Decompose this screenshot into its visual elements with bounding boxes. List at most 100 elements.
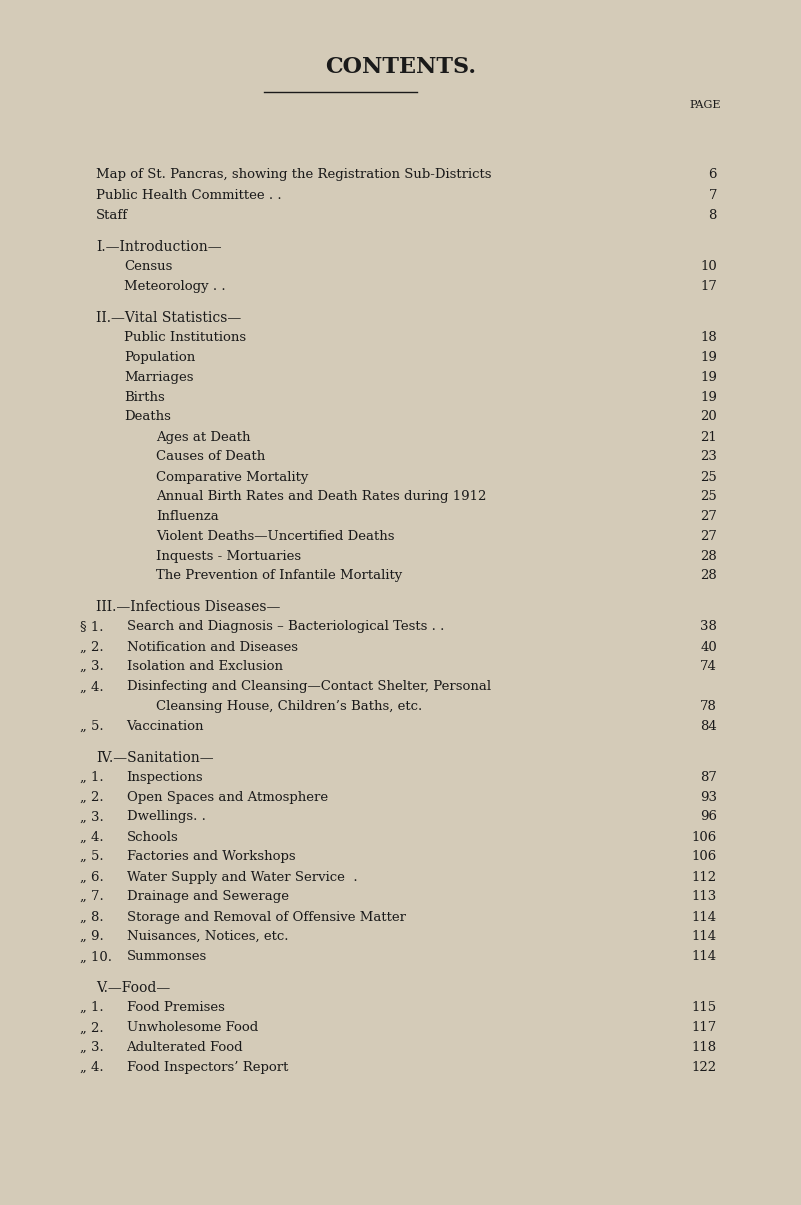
Text: 114: 114 (692, 930, 717, 942)
Text: „ 5.: „ 5. (80, 851, 103, 863)
Text: Public Health Committee . .: Public Health Committee . . (96, 189, 282, 201)
Text: „ 2.: „ 2. (80, 641, 103, 653)
Text: „ 8.: „ 8. (80, 911, 103, 923)
Text: 19: 19 (700, 371, 717, 383)
Text: IV.—Sanitation—: IV.—Sanitation— (96, 751, 214, 765)
Text: 93: 93 (700, 792, 717, 804)
Text: Unwholesome Food: Unwholesome Food (127, 1022, 258, 1034)
Text: Inquests - Mortuaries: Inquests - Mortuaries (156, 551, 301, 563)
Text: CONTENTS.: CONTENTS. (325, 57, 476, 78)
Text: 19: 19 (700, 352, 717, 364)
Text: Factories and Workshops: Factories and Workshops (127, 851, 296, 863)
Text: „ 2.: „ 2. (80, 1022, 103, 1034)
Text: § 1.: § 1. (80, 621, 103, 633)
Text: 106: 106 (691, 831, 717, 844)
Text: 118: 118 (692, 1041, 717, 1053)
Text: II.—Vital Statistics—: II.—Vital Statistics— (96, 311, 241, 325)
Text: Notification and Diseases: Notification and Diseases (127, 641, 297, 653)
Text: 106: 106 (691, 851, 717, 863)
Text: The Prevention of Infantile Mortality: The Prevention of Infantile Mortality (156, 570, 402, 582)
Text: Annual Birth Rates and Death Rates during 1912: Annual Birth Rates and Death Rates durin… (156, 490, 486, 502)
Text: „ 4.: „ 4. (80, 1062, 103, 1074)
Text: Violent Deaths—Uncertified Deaths: Violent Deaths—Uncertified Deaths (156, 530, 395, 542)
Text: Adulterated Food: Adulterated Food (127, 1041, 244, 1053)
Text: Cleansing House, Children’s Baths, etc.: Cleansing House, Children’s Baths, etc. (156, 700, 422, 712)
Text: 6: 6 (708, 169, 717, 181)
Text: „ 5.: „ 5. (80, 721, 103, 733)
Text: 18: 18 (700, 331, 717, 343)
Text: 122: 122 (692, 1062, 717, 1074)
Text: Vaccination: Vaccination (127, 721, 204, 733)
Text: Schools: Schools (127, 831, 179, 844)
Text: Dwellings. .: Dwellings. . (127, 811, 205, 823)
Text: „ 3.: „ 3. (80, 660, 104, 672)
Text: Deaths: Deaths (124, 411, 171, 423)
Text: 21: 21 (700, 431, 717, 443)
Text: 23: 23 (700, 451, 717, 463)
Text: „ 1.: „ 1. (80, 771, 103, 783)
Text: 7: 7 (708, 189, 717, 201)
Text: „ 2.: „ 2. (80, 792, 103, 804)
Text: Staff: Staff (96, 210, 128, 222)
Text: 117: 117 (691, 1022, 717, 1034)
Text: „ 3.: „ 3. (80, 811, 104, 823)
Text: PAGE: PAGE (690, 100, 721, 110)
Text: 10: 10 (700, 260, 717, 272)
Text: „ 7.: „ 7. (80, 890, 104, 903)
Text: „ 4.: „ 4. (80, 831, 103, 844)
Text: „ 10.: „ 10. (80, 951, 112, 963)
Text: 8: 8 (709, 210, 717, 222)
Text: Open Spaces and Atmosphere: Open Spaces and Atmosphere (127, 792, 328, 804)
Text: Influenza: Influenza (156, 511, 219, 523)
Text: Isolation and Exclusion: Isolation and Exclusion (127, 660, 283, 672)
Text: 78: 78 (700, 700, 717, 712)
Text: Public Institutions: Public Institutions (124, 331, 246, 343)
Text: 115: 115 (692, 1001, 717, 1013)
Text: Census: Census (124, 260, 172, 272)
Text: Inspections: Inspections (127, 771, 203, 783)
Text: 74: 74 (700, 660, 717, 672)
Text: 19: 19 (700, 392, 717, 404)
Text: Ages at Death: Ages at Death (156, 431, 251, 443)
Text: 114: 114 (692, 951, 717, 963)
Text: Map of St. Pancras, showing the Registration Sub-Districts: Map of St. Pancras, showing the Registra… (96, 169, 492, 181)
Text: 27: 27 (700, 530, 717, 542)
Text: III.—Infectious Diseases—: III.—Infectious Diseases— (96, 600, 280, 615)
Text: 17: 17 (700, 281, 717, 293)
Text: 25: 25 (700, 471, 717, 483)
Text: Water Supply and Water Service  .: Water Supply and Water Service . (127, 871, 357, 883)
Text: Marriages: Marriages (124, 371, 194, 383)
Text: Population: Population (124, 352, 195, 364)
Text: Births: Births (124, 392, 165, 404)
Text: 87: 87 (700, 771, 717, 783)
Text: „ 1.: „ 1. (80, 1001, 103, 1013)
Text: Disinfecting and Cleansing—Contact Shelter, Personal: Disinfecting and Cleansing—Contact Shelt… (127, 681, 491, 693)
Text: 114: 114 (692, 911, 717, 923)
Text: 40: 40 (700, 641, 717, 653)
Text: 113: 113 (691, 890, 717, 903)
Text: Nuisances, Notices, etc.: Nuisances, Notices, etc. (127, 930, 288, 942)
Text: V.—Food—: V.—Food— (96, 981, 171, 995)
Text: Food Inspectors’ Report: Food Inspectors’ Report (127, 1062, 288, 1074)
Text: Meteorology . .: Meteorology . . (124, 281, 226, 293)
Text: „ 4.: „ 4. (80, 681, 103, 693)
Text: 27: 27 (700, 511, 717, 523)
Text: 38: 38 (700, 621, 717, 633)
Text: I.—Introduction—: I.—Introduction— (96, 240, 222, 254)
Text: Storage and Removal of Offensive Matter: Storage and Removal of Offensive Matter (127, 911, 405, 923)
Text: „ 6.: „ 6. (80, 871, 104, 883)
Text: „ 3.: „ 3. (80, 1041, 104, 1053)
Text: 25: 25 (700, 490, 717, 502)
Text: 84: 84 (700, 721, 717, 733)
Text: 28: 28 (700, 570, 717, 582)
Text: Search and Diagnosis – Bacteriological Tests . .: Search and Diagnosis – Bacteriological T… (127, 621, 444, 633)
Text: „ 9.: „ 9. (80, 930, 104, 942)
Text: 20: 20 (700, 411, 717, 423)
Text: 96: 96 (700, 811, 717, 823)
Text: 28: 28 (700, 551, 717, 563)
Text: Causes of Death: Causes of Death (156, 451, 265, 463)
Text: Comparative Mortality: Comparative Mortality (156, 471, 308, 483)
Text: Food Premises: Food Premises (127, 1001, 224, 1013)
Text: 112: 112 (692, 871, 717, 883)
Text: Summonses: Summonses (127, 951, 207, 963)
